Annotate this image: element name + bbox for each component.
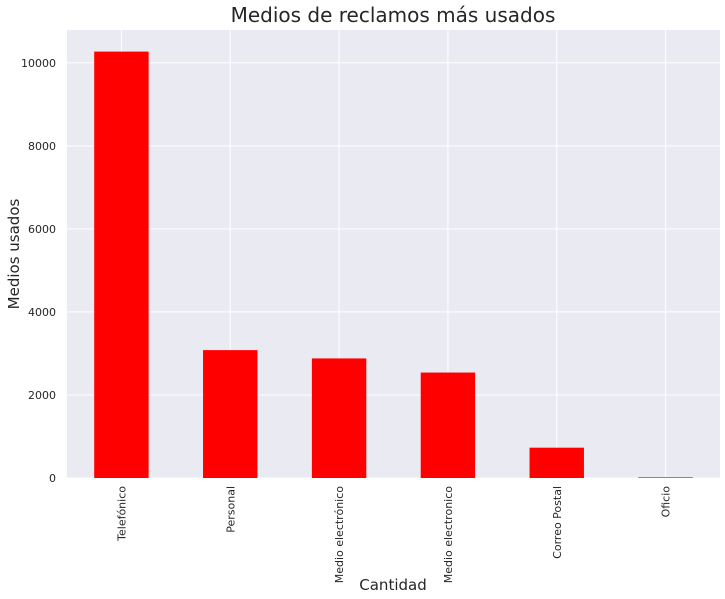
y-tick-label: 8000 [28,140,56,153]
y-tick-label: 10000 [21,57,56,70]
x-tick-label: Telefónico [115,486,128,542]
y-tick-label: 2000 [28,389,56,402]
x-tick-label: Oficio [660,486,673,518]
y-tick-labels: 0 2000 4000 6000 8000 10000 [21,57,56,485]
bar-1 [203,350,258,478]
y-axis-label: Medios usados [5,198,23,309]
x-tick-labels: Telefónico Personal Medio electrónico Medio… [115,486,672,584]
y-tick-label: 6000 [28,223,56,236]
plot-area [67,30,720,478]
chart-title: Medios de reclamos más usados [231,3,556,27]
x-tick-label: Correo Postal [551,486,564,559]
x-tick-label: Medio electrónico [333,486,346,584]
bar-4 [529,447,584,478]
y-tick-label: 0 [49,472,56,485]
bar-5 [638,477,693,478]
bar-2 [311,358,367,478]
bar-0 [94,51,149,478]
y-tick-label: 4000 [28,306,56,319]
x-tick-label: Personal [224,486,237,533]
x-axis-label: Cantidad [359,576,426,594]
bar-3 [420,372,476,478]
bars [94,51,693,478]
x-tick-label: Medio electronico [442,486,455,584]
